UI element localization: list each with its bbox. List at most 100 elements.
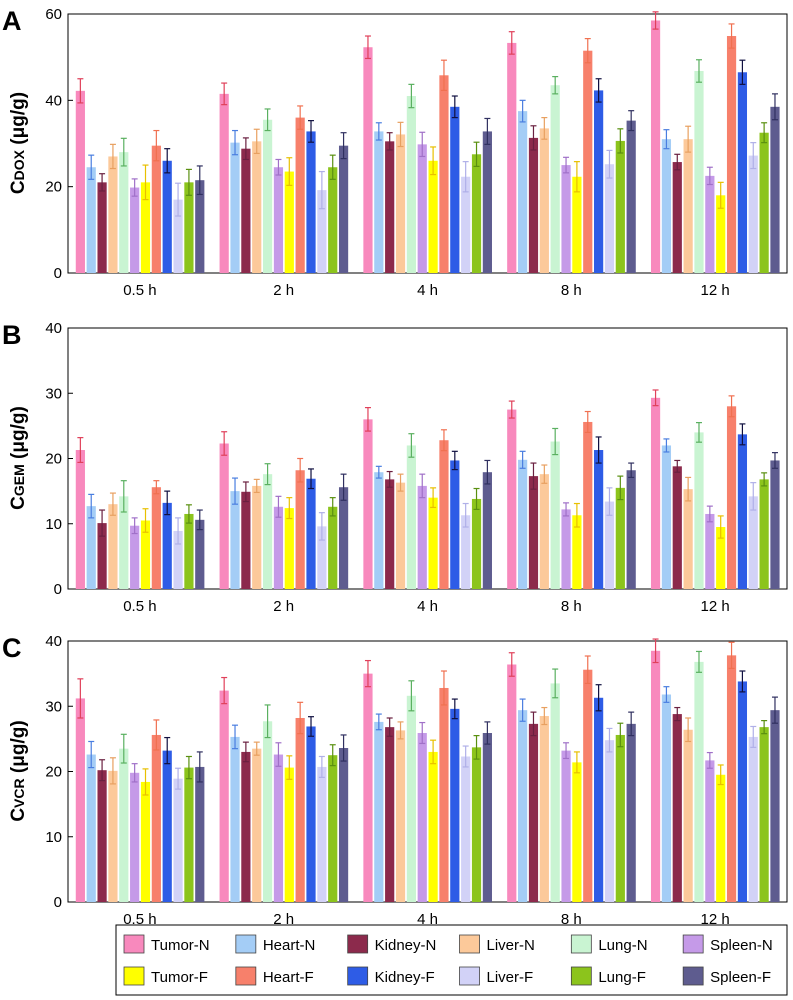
bar-liver-f [748, 736, 758, 902]
legend-swatch [682, 966, 704, 986]
bar-spleen-f [626, 120, 636, 273]
legend-label: Lung-F [598, 969, 646, 986]
bar-spleen-n [417, 733, 427, 902]
bar-spleen-n [417, 485, 427, 589]
bar-liver-f [317, 190, 327, 273]
bar-heart-n [86, 754, 96, 902]
x-tick-label: 12 h [700, 598, 729, 615]
bar-kidney-f [737, 434, 748, 589]
bar-lung-f [184, 513, 194, 589]
plot-frame [67, 13, 788, 274]
bar-spleen-n [561, 509, 571, 589]
bar-lung-f [615, 487, 625, 589]
bar-tumor-n [75, 450, 85, 589]
legend-swatch [570, 966, 592, 986]
y-tick-label: 20 [45, 451, 62, 468]
bar-liver-n [252, 141, 262, 273]
bar-heart-n [230, 491, 240, 589]
x-tick-label: 2 h [273, 598, 294, 615]
bar-spleen-n [130, 187, 140, 273]
y-tick-label: 0 [54, 581, 62, 598]
x-tick-label: 8 h [561, 598, 582, 615]
bar-liver-n [683, 489, 693, 589]
bar-kidney-n [241, 148, 251, 273]
legend-swatch [235, 934, 257, 954]
legend-box [115, 924, 788, 996]
bar-kidney-n [672, 162, 682, 273]
bar-tumor-n [650, 397, 661, 589]
bar-liver-n [395, 134, 406, 273]
bar-liver-f [461, 515, 471, 589]
bar-heart-f [151, 734, 161, 902]
bar-tumor-f [716, 774, 726, 902]
bar-kidney-n [97, 182, 107, 273]
bar-lung-n [262, 119, 273, 273]
bar-heart-n [374, 472, 384, 589]
y-axis-label: CDOX (μg/g) [8, 92, 29, 194]
bar-kidney-f [450, 460, 460, 589]
bar-kidney-f [450, 708, 460, 902]
bar-lung-n [550, 683, 560, 902]
bar-heart-n [518, 111, 528, 273]
bar-heart-f [583, 421, 593, 589]
legend-label: Tumor-N [151, 937, 210, 954]
bar-tumor-f [428, 497, 438, 589]
bar-spleen-f [482, 472, 492, 589]
x-tick-label: 0.5 h [123, 282, 156, 299]
panel-letter: A [2, 6, 22, 36]
bar-lung-n [406, 96, 416, 274]
bar-tumor-f [284, 171, 294, 273]
bar-heart-f [439, 687, 449, 902]
bar-lung-f [471, 154, 482, 273]
bar-tumor-n [219, 690, 229, 902]
bar-liver-n [683, 139, 693, 273]
bar-tumor-n [363, 419, 373, 589]
bar-spleen-n [705, 175, 715, 273]
bar-kidney-n [385, 727, 395, 902]
bar-lung-f [184, 182, 194, 273]
bar-lung-n [262, 721, 273, 902]
bar-kidney-n [97, 770, 107, 902]
bar-kidney-n [528, 137, 539, 273]
bar-spleen-n [273, 506, 284, 589]
x-tick-label: 12 h [700, 282, 729, 299]
bar-tumor-f [428, 751, 438, 902]
panel-C: C CVCR (μg/g) 0 10 20 30 40 0.5 h 2 h 4 h 8 h 12 h [2, 633, 788, 928]
bar-kidney-n [528, 723, 539, 902]
legend-label: Heart-N [263, 937, 316, 954]
bar-kidney-f [306, 478, 316, 589]
y-tick-label: 0 [54, 265, 62, 282]
bar-lung-n [694, 661, 704, 902]
bar-heart-n [374, 721, 384, 902]
bar-heart-f [726, 655, 737, 902]
bar-tumor-n [75, 90, 85, 273]
bar-spleen-f [195, 766, 205, 902]
bar-tumor-f [428, 160, 438, 273]
legend-label: Spleen-F [710, 969, 771, 986]
bar-kidney-n [672, 466, 682, 589]
legend-label: Liver-N [487, 937, 535, 954]
bar-liver-n [539, 128, 549, 273]
y-tick-label: 40 [45, 320, 62, 337]
legend-swatch [347, 934, 369, 954]
bar-lung-n [550, 441, 560, 589]
bar-kidney-f [306, 131, 316, 273]
legend-label: Tumor-F [151, 969, 208, 986]
legend-swatch [459, 934, 480, 954]
legend-swatch [235, 966, 257, 986]
legend-label: Heart-F [263, 969, 314, 986]
y-tick-label: 60 [45, 6, 62, 23]
bar-tumor-n [507, 409, 517, 589]
bar-tumor-f [572, 762, 582, 902]
bar-kidney-f [450, 106, 460, 273]
bar-heart-f [726, 406, 737, 589]
bar-tumor-f [716, 527, 726, 589]
bar-liver-f [173, 530, 183, 589]
x-tick-label: 0.5 h [123, 598, 156, 615]
panel-A: A CDOX (μg/g) 0 20 40 60 0.5 h 2 h 4 h 8 h 12 h [2, 6, 788, 299]
bar-kidney-f [594, 450, 604, 589]
bar-heart-n [86, 167, 96, 273]
bar-liver-n [252, 748, 262, 902]
legend-swatch [459, 966, 480, 986]
